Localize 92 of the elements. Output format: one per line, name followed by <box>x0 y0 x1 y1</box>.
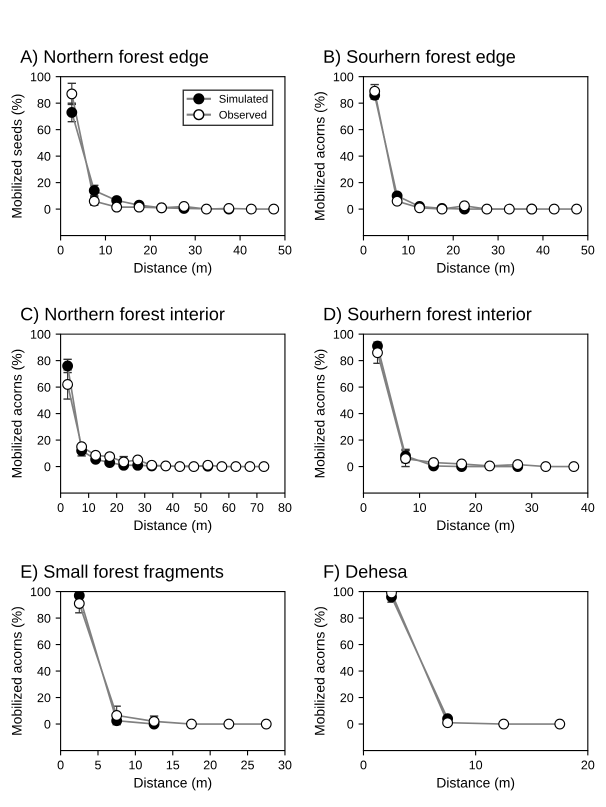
y-tick-label: 60 <box>340 125 354 134</box>
x-axis-title: Distance (m) <box>134 262 212 276</box>
y-tick-label: 60 <box>340 640 354 650</box>
y-tick-label: 80 <box>340 614 354 623</box>
x-tick-label: 0 <box>58 246 64 254</box>
y-tick-label: 20 <box>340 436 354 445</box>
y-axis-title: Mobilized acorns (%) <box>314 92 328 220</box>
y-tick-label: 20 <box>38 436 50 445</box>
x-tick-label: 20 <box>469 503 482 512</box>
chart-title: B) Sourhern forest edge <box>324 50 515 67</box>
x-tick-label: 40 <box>536 246 550 254</box>
y-tick-label: 100 <box>334 72 354 82</box>
y-tick-label: 0 <box>44 462 50 472</box>
x-tick-label: 20 <box>446 246 460 254</box>
legend-label: Observed <box>219 110 266 119</box>
y-axis-title: Mobilized acorns (%) <box>12 607 24 735</box>
x-tick-label: 40 <box>581 503 594 512</box>
y-tick-label: 20 <box>340 178 354 188</box>
x-tick-label: 70 <box>250 503 264 512</box>
y-tick-label: 40 <box>37 666 50 676</box>
x-tick-label: 0 <box>360 246 366 254</box>
y-tick-label: 40 <box>37 152 50 161</box>
y-tick-label: 20 <box>340 693 354 702</box>
x-tick-label: 30 <box>278 760 292 770</box>
y-tick-label: 100 <box>30 587 50 596</box>
x-tick-label: 30 <box>492 246 505 254</box>
y-tick-label: 0 <box>44 204 50 214</box>
x-tick-label: 10 <box>414 503 426 512</box>
y-tick-label: 0 <box>347 462 354 472</box>
y-tick-label: 60 <box>340 382 354 392</box>
y-tick-label: 80 <box>38 98 50 108</box>
x-tick-label: 20 <box>582 760 594 770</box>
x-tick-label: 10 <box>99 246 112 254</box>
x-tick-label: 10 <box>402 246 415 254</box>
x-tick-label: 0 <box>58 760 64 770</box>
x-axis-title: Distance (m) <box>437 520 514 533</box>
y-tick-label: 80 <box>38 614 50 623</box>
x-tick-label: 20 <box>144 246 157 254</box>
x-tick-label: 0 <box>360 760 366 770</box>
x-tick-label: 30 <box>138 503 152 512</box>
y-tick-label: 100 <box>334 587 354 596</box>
y-tick-label: 20 <box>38 693 50 702</box>
x-tick-label: 10 <box>82 503 96 512</box>
y-tick-label: 80 <box>38 356 50 366</box>
x-axis-title: Distance (m) <box>134 777 212 790</box>
y-axis-title: Mobilized acorns (%) <box>314 607 328 735</box>
y-axis-title: Mobilized acorns (%) <box>314 350 328 478</box>
y-tick-label: 20 <box>38 178 50 188</box>
y-tick-label: 40 <box>340 152 354 161</box>
x-tick-label: 25 <box>241 760 254 770</box>
y-tick-label: 100 <box>30 330 50 339</box>
x-tick-label: 40 <box>166 503 180 512</box>
chart-title: F) Dehesa <box>324 564 408 582</box>
y-tick-label: 100 <box>334 330 354 339</box>
y-tick-label: 60 <box>38 640 50 650</box>
chart-title: A) Northern forest edge <box>20 50 208 67</box>
y-tick-label: 60 <box>38 382 50 392</box>
y-tick-label: 80 <box>340 98 354 108</box>
x-axis-title: Distance (m) <box>134 520 212 533</box>
y-axis-title: Mobilized acorns (%) <box>12 350 24 478</box>
x-tick-label: 20 <box>204 760 217 770</box>
x-tick-label: 10 <box>129 760 142 770</box>
x-tick-label: 5 <box>95 760 101 770</box>
chart-title: E) Small forest fragments <box>22 564 224 582</box>
x-axis-title: Distance (m) <box>437 262 514 276</box>
x-axis-title: Distance (m) <box>437 777 514 790</box>
legend-label: Simulated <box>219 94 268 103</box>
x-tick-label: 30 <box>525 503 538 512</box>
x-tick-label: 10 <box>470 760 482 770</box>
x-tick-label: 40 <box>233 246 247 254</box>
y-tick-label: 100 <box>30 72 50 82</box>
x-tick-label: 0 <box>360 503 366 512</box>
x-tick-label: 50 <box>194 503 208 512</box>
y-tick-label: 60 <box>38 125 50 134</box>
y-tick-label: 40 <box>340 666 354 676</box>
x-tick-label: 0 <box>58 503 64 512</box>
y-tick-label: 80 <box>340 356 354 366</box>
chart-title: C) Northern forest interior <box>21 307 225 324</box>
x-tick-label: 50 <box>581 246 594 254</box>
x-tick-label: 20 <box>110 503 124 512</box>
y-axis-title: Mobilized seeds (%) <box>12 94 24 218</box>
x-tick-label: 60 <box>222 503 236 512</box>
chart-title: D) Sourhern forest interior <box>324 307 532 324</box>
x-tick-label: 30 <box>188 246 202 254</box>
y-tick-label: 40 <box>340 409 354 418</box>
y-tick-label: 0 <box>347 204 354 214</box>
x-tick-label: 15 <box>166 760 180 770</box>
x-tick-label: 50 <box>278 246 292 254</box>
y-tick-label: 0 <box>347 720 354 729</box>
y-tick-label: 40 <box>37 409 50 418</box>
y-tick-label: 0 <box>44 720 50 729</box>
x-tick-label: 80 <box>278 503 292 512</box>
